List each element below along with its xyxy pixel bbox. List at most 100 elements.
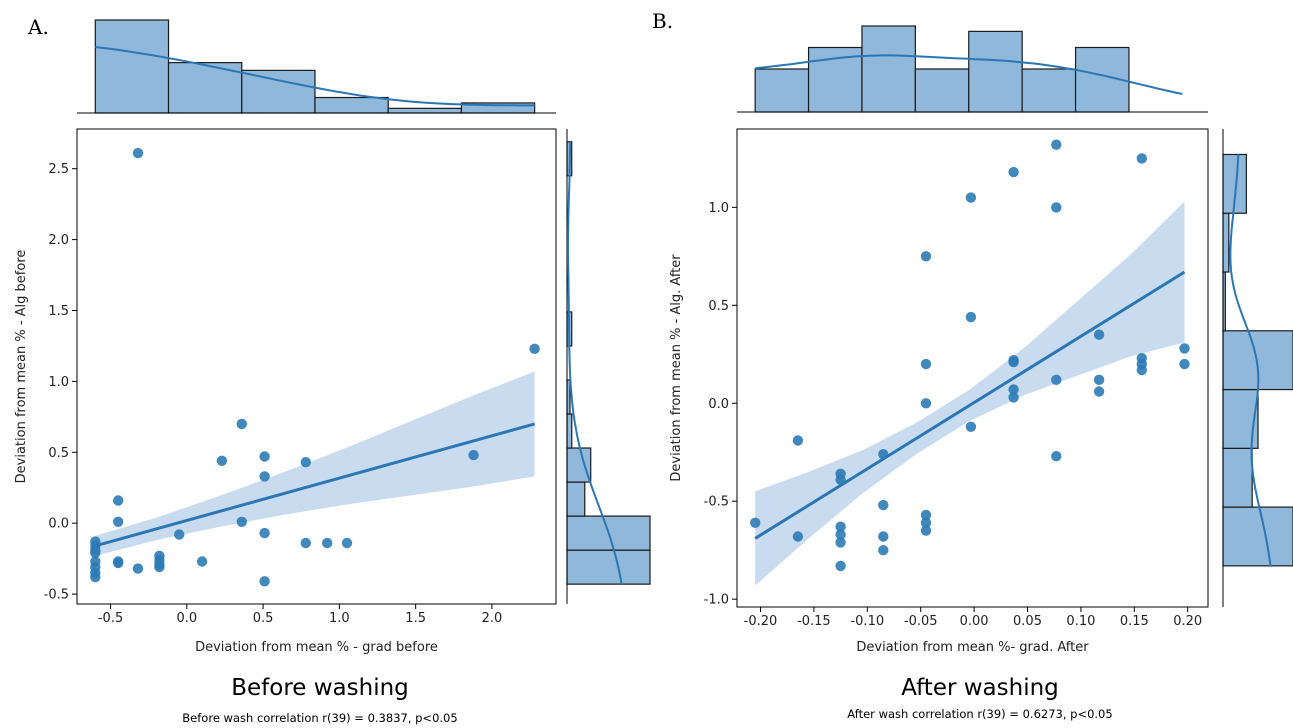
a-data-point — [132, 563, 144, 574]
a-right-hist-bar — [566, 447, 592, 483]
b-x-tick-label: -0.20 — [744, 614, 778, 629]
panel-b-subtitle: After wash correlation r(39) = 0.6273, p… — [847, 707, 1113, 721]
a-plot-frame — [76, 128, 557, 605]
a-y-tick-label: -0.5 — [44, 588, 69, 603]
b-data-point — [792, 435, 804, 446]
a-right-hist-bar — [566, 549, 651, 585]
a-right-hist-bar — [566, 515, 651, 551]
b-data-point — [1136, 153, 1148, 164]
b-x-tick-label: -0.05 — [904, 614, 938, 629]
a-data-point — [132, 147, 144, 159]
a-data-point — [300, 457, 311, 468]
b-right-hist-bar — [1222, 506, 1293, 567]
a-y-tick-label: 0.5 — [48, 446, 69, 461]
panel-a-title: Before washing — [231, 675, 409, 701]
a-x-axis-label: Deviation from mean % - grad before — [195, 640, 438, 655]
b-data-point — [1008, 166, 1019, 178]
a-data-point — [259, 471, 270, 482]
a-data-point — [259, 576, 270, 587]
a-x-tick-label: 0.5 — [253, 611, 274, 626]
b-data-point — [792, 531, 804, 542]
panel-a-subtitle: Before wash correlation r(39) = 0.3837, … — [182, 711, 458, 725]
b-data-point — [835, 537, 846, 548]
b-data-point — [920, 517, 932, 528]
b-data-point — [835, 529, 846, 540]
b-data-point — [1008, 356, 1019, 368]
a-x-tick-label: 2.0 — [482, 611, 503, 626]
b-data-point — [1051, 139, 1062, 150]
b-data-point — [878, 499, 889, 511]
b-x-axis-label: Deviation from mean %- grad. After — [856, 640, 1089, 655]
a-top-hist-bar — [387, 107, 463, 114]
b-right-kde-curve — [1229, 154, 1272, 567]
b-x-tick-label: -0.15 — [797, 614, 831, 629]
b-data-point — [835, 560, 846, 572]
panel-b-chart: -0.20 -0.15 -0.10 -0.05 0.00 0.05 0.10 0.15 0.20… — [669, 25, 1293, 655]
b-data-point — [920, 398, 932, 409]
b-right-hist-bar — [1222, 212, 1230, 273]
a-x-tick-label: -0.5 — [98, 611, 123, 626]
b-right-hist-bar — [1222, 447, 1253, 508]
a-data-point — [236, 418, 247, 430]
a-data-point — [259, 451, 270, 462]
panel-a-chart: -0.5 0.0 0.5 1.0 1.5 2.0 -0.5 0.0 0.5 1.0 1.5 2.0 2.… — [14, 19, 651, 655]
b-data-point — [1179, 358, 1190, 370]
b-data-point — [1008, 384, 1019, 395]
a-y-tick-label: 2.0 — [48, 233, 69, 248]
a-data-point — [113, 495, 124, 506]
b-data-point — [920, 251, 932, 262]
b-x-tick-label: 0.10 — [1066, 614, 1095, 629]
a-x-tick-label: 0.0 — [176, 611, 197, 626]
b-y-tick-label: 1.0 — [708, 201, 729, 216]
a-confidence-band — [95, 371, 535, 556]
a-y-axis-label: Deviation from mean % - Alg before — [14, 250, 29, 484]
b-data-point — [750, 517, 761, 528]
b-data-point — [1179, 343, 1190, 354]
a-data-point — [259, 527, 270, 539]
b-confidence-band — [755, 201, 1185, 586]
b-regression-line — [754, 270, 1186, 540]
b-data-point — [878, 545, 889, 556]
a-y-tick-label: 0.0 — [48, 517, 69, 532]
b-x-tick-label: 0.05 — [1013, 614, 1042, 629]
b-data-point — [1008, 392, 1019, 403]
a-right-hist-bar — [566, 481, 586, 517]
a-data-point — [216, 455, 228, 466]
b-data-point — [1093, 386, 1105, 397]
b-data-point — [878, 531, 889, 542]
a-y-tick-label: 1.5 — [48, 304, 69, 319]
a-data-point — [90, 547, 101, 559]
b-top-hist-bar — [754, 68, 810, 113]
b-y-tick-label: -0.5 — [704, 495, 729, 510]
a-x-tick-label: 1.0 — [329, 611, 350, 626]
a-x-tick-label: 1.5 — [405, 611, 426, 626]
b-y-tick-label: 0.0 — [708, 397, 729, 412]
a-top-hist-bar — [314, 96, 389, 114]
b-x-tick-label: 0.00 — [960, 614, 989, 629]
b-data-point — [920, 358, 932, 370]
a-top-kde-curve — [95, 46, 535, 107]
b-data-point — [1136, 364, 1148, 376]
b-top-hist-bar — [914, 68, 970, 113]
b-y-axis-label: Deviation from mean % - Alg. After — [669, 254, 684, 482]
a-data-point — [468, 449, 479, 461]
a-right-kde-curve — [567, 141, 623, 585]
b-y-tick-label: 0.5 — [708, 299, 729, 314]
b-plot-frame — [736, 128, 1209, 608]
a-data-point — [322, 537, 333, 549]
b-data-point — [1093, 329, 1105, 340]
b-top-hist-bar — [968, 30, 1023, 113]
a-data-point — [174, 529, 185, 540]
a-y-tick-label: 1.0 — [48, 375, 69, 390]
a-data-point — [154, 561, 165, 573]
a-top-hist-bar — [241, 69, 316, 114]
a-data-point — [90, 571, 101, 583]
a-data-point — [341, 537, 353, 549]
b-data-point — [1093, 374, 1105, 385]
a-data-point — [236, 516, 247, 527]
a-top-hist-bar — [94, 19, 170, 114]
a-y-tick-label: 2.5 — [48, 162, 69, 177]
b-data-point — [835, 521, 846, 532]
b-data-point — [920, 509, 932, 521]
